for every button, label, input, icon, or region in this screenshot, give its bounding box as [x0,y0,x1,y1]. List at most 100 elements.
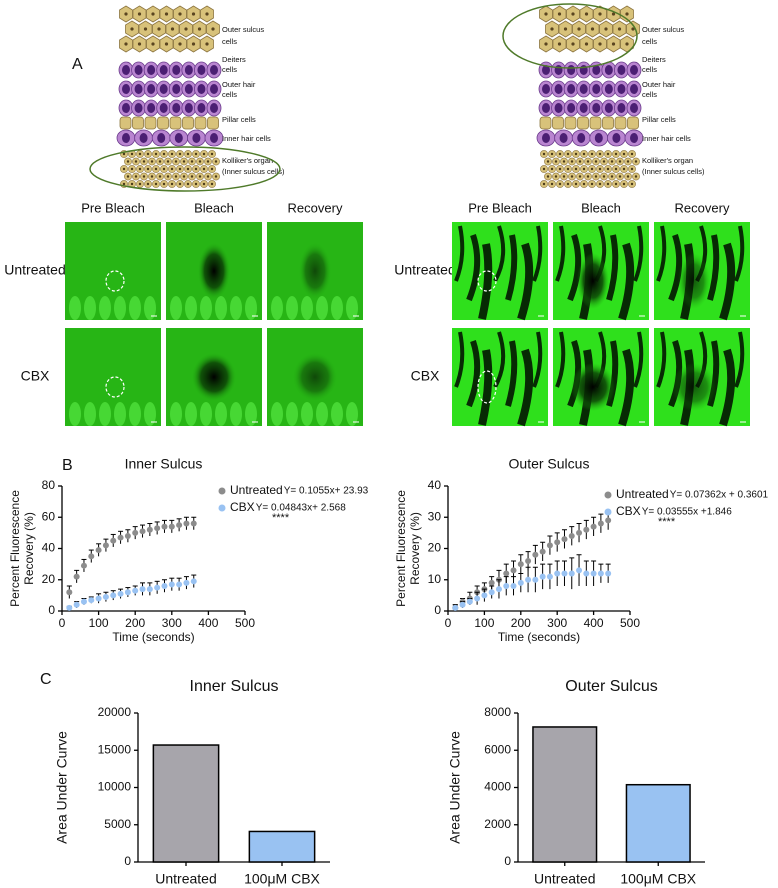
data-point [517,579,524,586]
data-point [597,570,604,577]
y-tick-label: 30 [428,509,442,523]
diagram-label: Kolliker's organ [222,156,273,165]
data-point [190,578,197,585]
nucleus [554,175,558,178]
nucleus [566,152,570,156]
data-point [124,589,131,596]
bleach-spot [192,353,236,401]
nucleus [584,42,589,46]
data-point [80,562,87,569]
diagram-label: Inner hair cells [222,134,271,143]
y-tick-label: 0 [124,854,131,868]
nucleus [570,175,574,178]
nucleus [138,182,142,186]
cell [144,296,156,320]
nucleus [567,103,576,113]
data-point [452,604,459,611]
data-point [88,597,95,604]
data-point [583,570,590,577]
data-point [488,579,495,586]
micrograph [452,328,548,427]
x-tick-label: Untreated [155,871,216,887]
nucleus [617,103,626,113]
cell [245,296,257,320]
nucleus [571,12,575,16]
bar [625,783,691,863]
nucleus [197,84,206,94]
nucleus [159,103,168,113]
nucleus [122,182,126,186]
data-point [102,593,109,600]
nucleus [577,27,581,31]
bar [248,830,316,863]
data-point [139,528,146,535]
nucleus [590,167,594,171]
nucleus [124,12,128,16]
nucleus [210,152,214,156]
data-point [546,542,553,549]
nucleus [614,167,618,171]
data-point [176,522,183,529]
nucleus [190,175,194,178]
nucleus [602,175,606,178]
nucleus [634,160,638,163]
data-point [176,581,183,588]
data-point [459,601,466,608]
pillar-cell [589,116,602,130]
nucleus [579,84,588,94]
cell [230,296,242,320]
equation: Y= 0.03555x +1.846 [642,507,733,518]
nucleus [157,27,161,31]
nucleus [592,65,601,75]
nucleus [172,103,181,113]
nucleus [582,152,586,156]
equation: Y= 0.07362x + 0.3601 [670,490,769,501]
nucleus [191,12,196,16]
pillar-cell [539,116,552,130]
nucleus [606,167,610,171]
nucleus [574,167,578,171]
x-tick-label: 200 [511,616,531,630]
cell-outline [606,234,619,301]
x-tick-label: 100μM CBX [620,871,696,887]
cell [129,402,141,426]
cell-outline [555,331,566,388]
cell-outline [505,234,518,301]
data-point [146,526,153,533]
nucleus [122,167,126,171]
bleach-spot [672,363,716,411]
nucleus [630,152,634,156]
y-axis-label: Area Under Curve [447,731,463,844]
data-point [481,592,488,599]
nucleus [198,175,202,178]
data-point [117,590,124,597]
nucleus [122,65,130,75]
x-tick-label: 300 [547,616,567,630]
y-tick-label: 2000 [484,817,511,831]
nucleus [590,182,594,186]
nucleus [150,175,154,178]
diagram-label: Inner hair cells [642,134,691,143]
nucleus [542,182,546,186]
nucleus [206,175,210,178]
nucleus [602,160,606,163]
panel-label: B [62,457,73,474]
pillar-cell [577,116,589,130]
legend-label: Untreated [230,483,283,497]
nucleus [122,103,130,113]
data-point [88,553,95,560]
y-tick-label: 80 [42,478,56,492]
nucleus [550,27,554,31]
data-point [95,547,102,554]
nucleus [618,160,622,163]
nucleus [194,167,198,171]
nucleus [184,65,193,75]
nucleus [174,133,183,143]
data-point [576,567,583,574]
nucleus [634,175,638,178]
nucleus [170,167,174,171]
nucleus [137,42,142,46]
data-point [503,570,510,577]
